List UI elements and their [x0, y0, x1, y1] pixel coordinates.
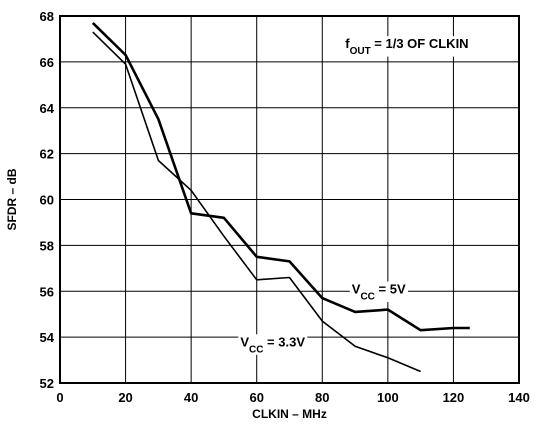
y-tick-label: 64: [40, 101, 55, 116]
x-tick-label: 140: [508, 390, 530, 405]
x-tick-label: 80: [315, 390, 329, 405]
grid: [60, 16, 519, 383]
label-background: [238, 334, 308, 355]
series-line-vcc-5v: [91, 21, 470, 332]
plot-frame: [59, 15, 520, 384]
x-tick-label: 0: [56, 390, 63, 405]
x-tick-label: 20: [118, 390, 132, 405]
y-tick-label: 62: [40, 147, 54, 162]
y-axis-label: SFDR – dB: [5, 168, 19, 230]
y-tick-label: 66: [40, 55, 54, 70]
y-tick-label: 56: [40, 284, 54, 299]
x-tick-label: 60: [249, 390, 263, 405]
label-background: [349, 281, 408, 303]
series-line-vcc-3v3: [92, 31, 421, 373]
x-tick-label: 100: [377, 390, 399, 405]
y-tick-label: 52: [40, 376, 54, 391]
y-tick-label: 60: [40, 193, 54, 208]
x-tick-label: 40: [184, 390, 198, 405]
y-tick-label: 68: [40, 9, 54, 24]
label-background: [343, 36, 471, 57]
series-lines: [91, 21, 470, 373]
y-tick-label: 58: [40, 238, 54, 253]
fout-annotation: fOUT = 1/3 OF CLKIN: [345, 36, 468, 57]
series-label-vcc-3v3: VCC = 3.3V: [240, 334, 305, 355]
series-label-vcc-5v: VCC = 5V: [352, 282, 406, 303]
x-tick-label: 120: [443, 390, 465, 405]
y-tick-label: 54: [40, 330, 55, 345]
x-axis-label: CLKIN – MHz: [252, 407, 327, 421]
tick-labels: 0 20 40 60 80 100 120 140 52 54 56 58 60 62 64 66 68: [40, 9, 530, 405]
